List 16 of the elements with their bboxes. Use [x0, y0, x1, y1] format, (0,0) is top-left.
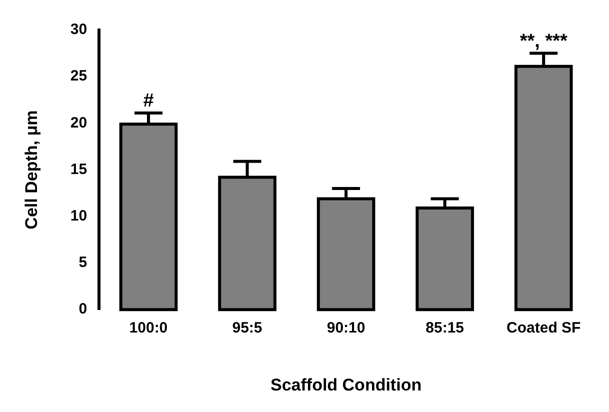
y-tick-label: 0: [78, 300, 88, 318]
x-tick-label: 85:15: [426, 320, 464, 337]
annotation: #: [143, 90, 154, 112]
x-tick-label: Coated SF: [506, 320, 581, 337]
x-tick-label: 90:10: [326, 320, 366, 337]
x-tick-label: 95:5: [232, 320, 262, 337]
y-tick-label: 25: [70, 68, 88, 85]
y-tick-label: 5: [78, 254, 88, 272]
y-tick-label: 30: [70, 21, 88, 38]
y-tick-label: 15: [70, 160, 88, 178]
annotation: **, ***: [520, 31, 568, 52]
x-axis-title: Scaffold Condition: [270, 375, 422, 394]
y-tick-label: 10: [70, 208, 88, 225]
y-tick-label: 20: [70, 114, 88, 132]
x-tick-label: 100:0: [129, 320, 168, 337]
y-axis-title: Cell Depth, μm: [22, 110, 41, 230]
